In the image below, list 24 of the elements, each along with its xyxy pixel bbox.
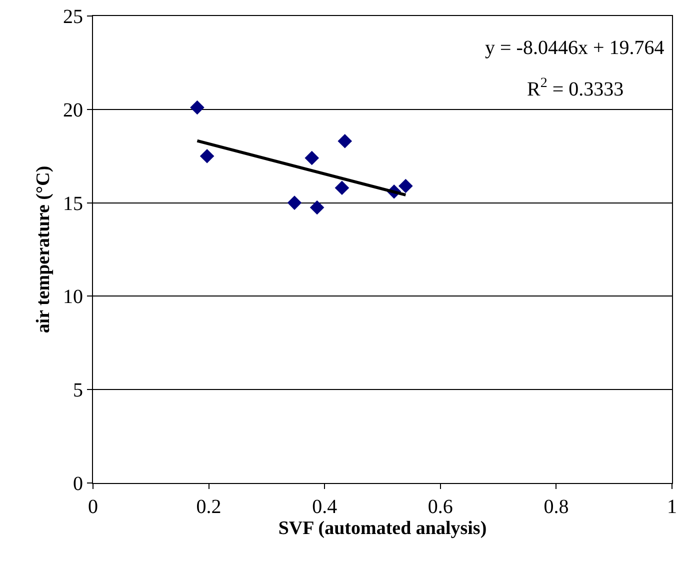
annotation: y = -8.0446x + 19.764 [485, 37, 664, 59]
y-tick-label: 10 [63, 286, 83, 308]
y-tick-label: 25 [63, 6, 83, 28]
point [338, 134, 352, 148]
y-tick-label: 20 [63, 99, 83, 122]
x-axis-title: SVF (automated analysis) [278, 518, 487, 539]
y-axis-title: air temperature (°C) [32, 166, 54, 334]
x-tick-label: 0 [88, 496, 98, 518]
point [334, 180, 350, 196]
annotation: R$^{2}$ = 0.3333 [527, 76, 624, 100]
x-tick-label: 0.4 [312, 496, 338, 518]
point [304, 150, 320, 166]
point [190, 100, 204, 115]
x-tick-label: 0.8 [544, 496, 569, 518]
x-tick-label: 1 [667, 496, 677, 518]
point [287, 196, 302, 210]
y-tick-label: 5 [73, 380, 83, 402]
y-tick-label: 15 [63, 192, 83, 215]
y-tick-label: 0 [73, 473, 83, 495]
point [200, 148, 214, 164]
x-tick-label: 0.6 [428, 496, 453, 518]
x-tick-label: 0.2 [196, 496, 222, 518]
point [398, 178, 413, 194]
point [310, 200, 324, 215]
